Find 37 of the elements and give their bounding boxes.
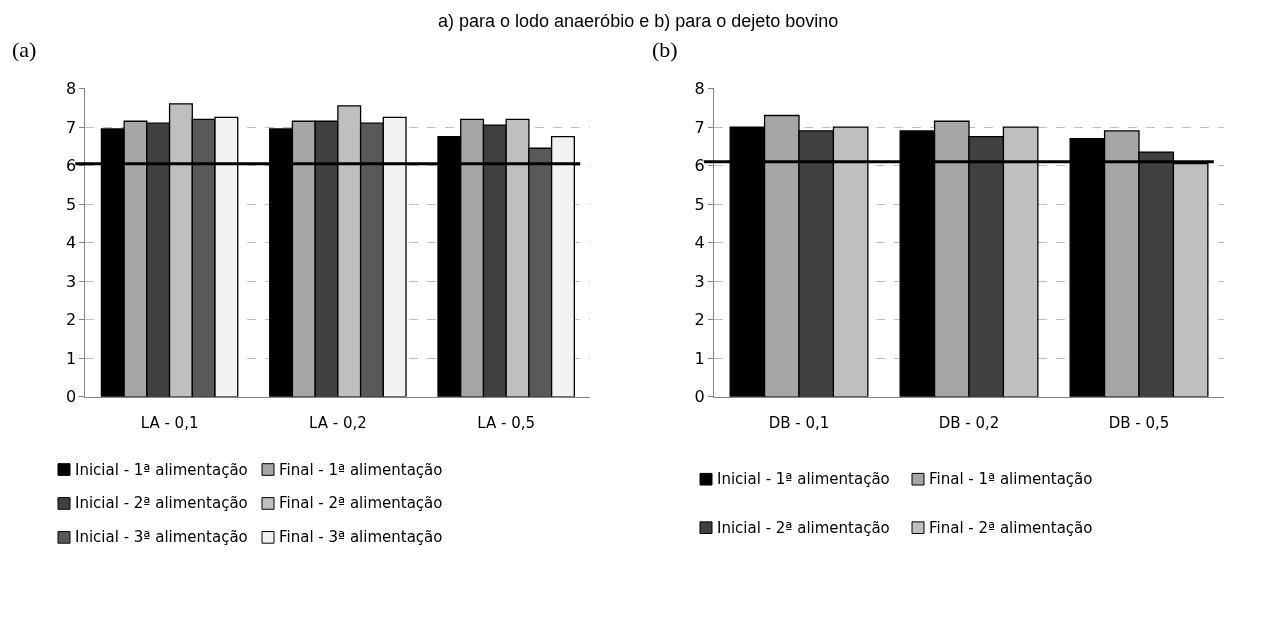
y-tick-label: 8 <box>66 79 77 99</box>
chart-title: (b) <box>652 37 678 62</box>
legend-label: Inicial - 2ª alimentação <box>75 494 248 512</box>
y-tick-label: 7 <box>66 117 77 137</box>
x-tick-label: DB - 0,2 <box>938 413 1000 432</box>
y-tick-label: 5 <box>66 194 77 214</box>
legend-label: Final - 2ª alimentação <box>279 494 443 512</box>
x-tick-label: DB - 0,1 <box>768 413 830 432</box>
y-tick-label: 1 <box>694 348 705 368</box>
y-tick-label: 3 <box>694 271 705 291</box>
legend-label: Final - 2ª alimentação <box>929 519 1093 537</box>
y-tick-label: 4 <box>694 233 705 253</box>
y-tick-label: 5 <box>694 194 705 214</box>
legend-label: Final - 1ª alimentação <box>279 461 443 479</box>
x-tick-label: LA - 0,5 <box>477 413 536 432</box>
y-tick-label: 6 <box>66 156 77 176</box>
y-tick-label: 7 <box>694 117 705 137</box>
x-tick-label: LA - 0,2 <box>308 413 367 432</box>
y-tick-label: 2 <box>66 310 77 330</box>
y-tick-label: 8 <box>694 79 705 99</box>
legend-label: Inicial - 1ª alimentação <box>75 461 248 479</box>
y-tick-label: 3 <box>66 271 77 291</box>
legend-label: Final - 1ª alimentação <box>929 470 1093 488</box>
x-tick-label: LA - 0,1 <box>140 413 199 432</box>
y-tick-label: 0 <box>694 387 705 407</box>
y-tick-label: 0 <box>66 387 77 407</box>
legend-label: Inicial - 2ª alimentação <box>717 519 890 537</box>
legend-label: Inicial - 3ª alimentação <box>75 528 248 546</box>
y-tick-label: 6 <box>694 156 705 176</box>
legend-label: Inicial - 1ª alimentação <box>717 470 890 488</box>
legend-label: Final - 3ª alimentação <box>279 528 443 546</box>
text: a) para o lodo anaeróbio e b) para o dejeto bovino <box>438 11 839 31</box>
chart-title: (a) <box>12 37 37 62</box>
x-tick-label: DB - 0,5 <box>1108 413 1170 432</box>
y-tick-label: 4 <box>66 233 77 253</box>
y-tick-label: 2 <box>694 310 705 330</box>
y-tick-label: 1 <box>66 348 77 368</box>
